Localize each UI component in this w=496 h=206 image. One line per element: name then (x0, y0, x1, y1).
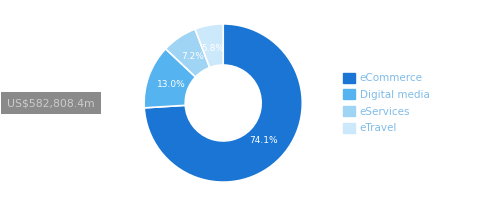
Wedge shape (144, 49, 195, 108)
Wedge shape (166, 29, 210, 77)
Legend: eCommerce, Digital media, eServices, eTravel: eCommerce, Digital media, eServices, eTr… (343, 73, 430, 133)
Text: 74.1%: 74.1% (249, 136, 278, 145)
Wedge shape (144, 24, 302, 182)
Text: 13.0%: 13.0% (157, 80, 186, 89)
Text: US$582,808.4m: US$582,808.4m (7, 98, 95, 108)
Wedge shape (195, 24, 223, 68)
Text: 5.8%: 5.8% (202, 44, 225, 53)
Text: 7.2%: 7.2% (181, 53, 204, 61)
